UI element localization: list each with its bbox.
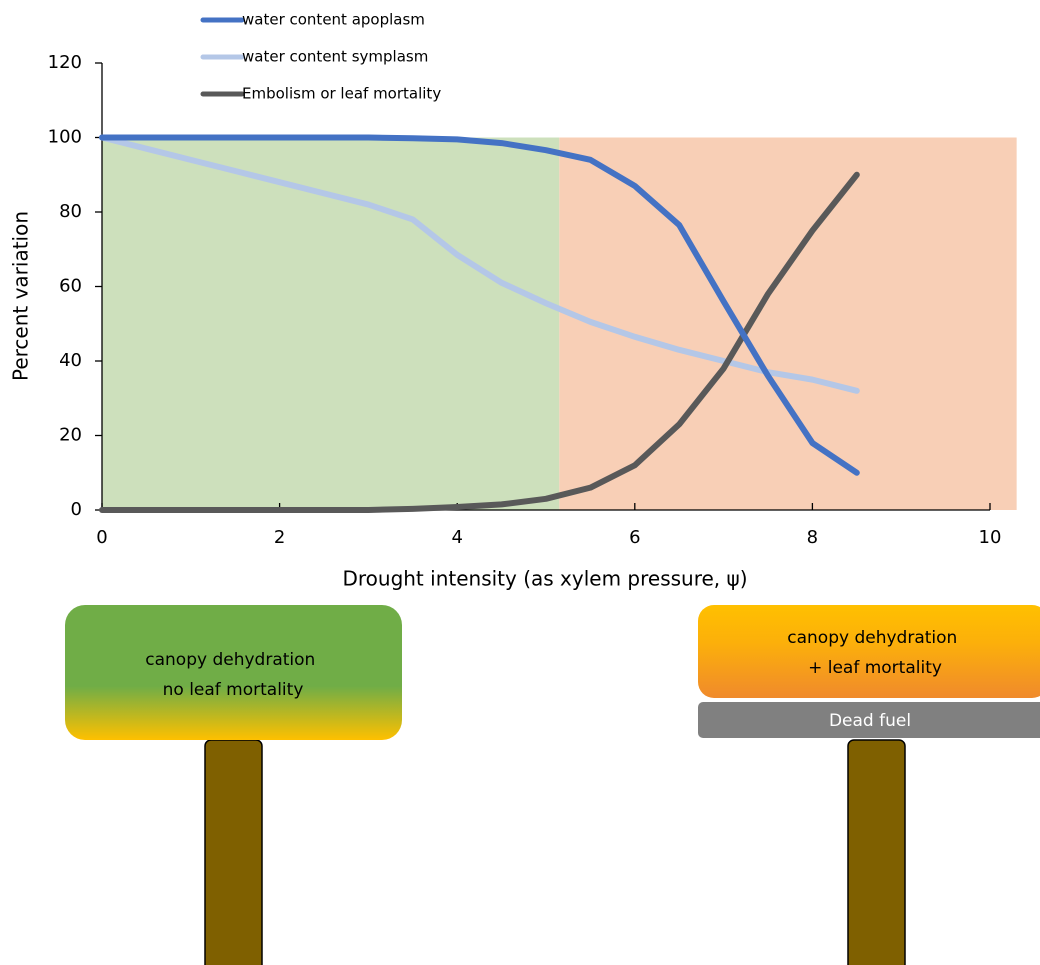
- y-tick-label: 40: [59, 350, 82, 371]
- x-tick-label: 4: [451, 527, 462, 548]
- dead-fuel-bar: [698, 702, 1040, 738]
- annotation: canopy dehydration no leaf mortality: [145, 650, 320, 700]
- x-tick-label: 2: [274, 527, 285, 548]
- y-tick-label: 0: [71, 499, 82, 520]
- series-line: [99, 171, 860, 513]
- annotation-line: + leaf mortality: [808, 658, 942, 678]
- y-tick-label: 80: [59, 201, 82, 222]
- y-tick-label: 120: [48, 52, 82, 73]
- series-line: [99, 134, 860, 394]
- annotation-line: canopy dehydration: [787, 628, 957, 648]
- y-tick-label: 100: [48, 127, 82, 148]
- annotation: canopy dehydration + leaf mortality: [787, 628, 962, 678]
- legend-label: Embolism or leaf mortality: [242, 85, 441, 103]
- x-tick-label: 0: [96, 527, 107, 548]
- annotation-line: canopy dehydration: [145, 650, 315, 670]
- x-tick-label: 10: [979, 527, 1002, 548]
- y-tick-label: 60: [59, 276, 82, 297]
- x-tick-label: 8: [807, 527, 818, 548]
- shaded-region: [102, 137, 560, 510]
- annotation-line: no leaf mortality: [163, 680, 304, 700]
- plot: [95, 62, 991, 513]
- annotation: Dead fuel: [829, 711, 911, 731]
- y-axis-label: Percent variation: [9, 211, 33, 381]
- legend-label: water content apoplasm: [242, 11, 425, 29]
- x-tick-label: 6: [629, 527, 640, 548]
- series-line: [99, 134, 860, 476]
- shaded-region: [559, 137, 1017, 510]
- canopy: [698, 605, 1040, 698]
- x-axis-label: Drought intensity (as xylem pressure, ψ): [342, 567, 747, 591]
- trunk: [204, 739, 263, 965]
- canopy: [65, 605, 402, 740]
- legend-label: water content symplasm: [242, 48, 428, 66]
- regions: [102, 137, 1017, 510]
- trunk: [847, 739, 906, 965]
- y-tick-label: 20: [59, 425, 82, 446]
